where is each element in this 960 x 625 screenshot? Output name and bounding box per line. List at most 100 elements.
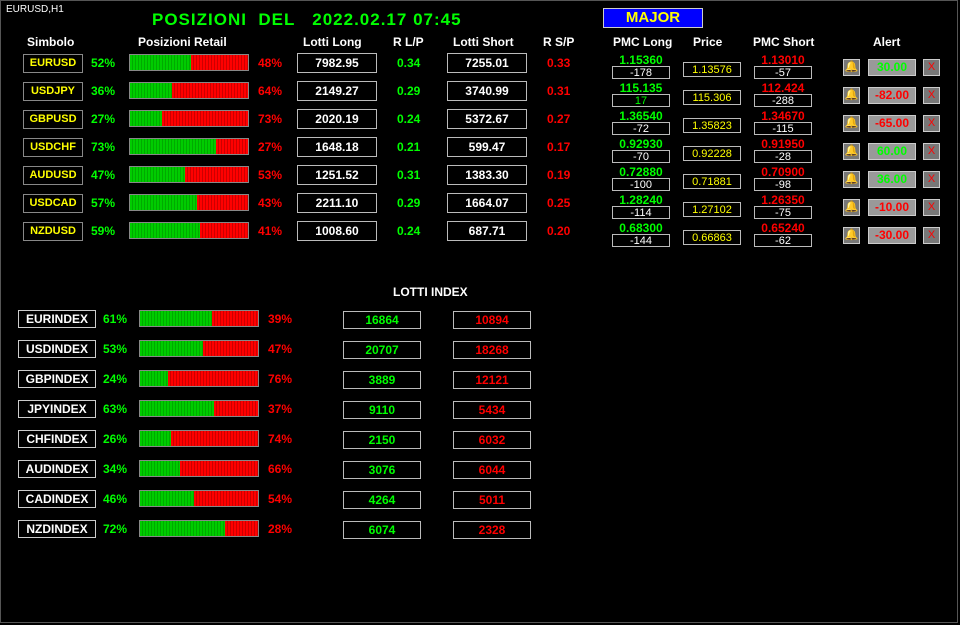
symbol-label: USDCAD <box>23 194 83 213</box>
index-short-percent: 74% <box>268 432 293 446</box>
index-position-bar <box>139 340 259 357</box>
bell-icon[interactable]: 🔔 <box>843 59 860 76</box>
pmc-long-diff: -178 <box>612 66 670 79</box>
short-bar-fill <box>197 195 248 210</box>
long-bar-fill <box>130 139 217 154</box>
lotti-long-value: 1648.18 <box>297 137 377 157</box>
price-value: 0.66863 <box>683 230 741 245</box>
pmc-long-diff: 17 <box>612 94 670 107</box>
symbol-label: USDCHF <box>23 138 83 157</box>
retail-position-bar <box>129 110 249 127</box>
retail-position-bar <box>129 194 249 211</box>
short-percent: 43% <box>258 196 283 210</box>
index-short-lots: 6032 <box>453 431 531 449</box>
bell-icon[interactable]: 🔔 <box>843 199 860 216</box>
index-short-bar-fill <box>211 311 258 326</box>
r-lp-value: 0.31 <box>397 168 421 182</box>
alert-value[interactable]: 36.00 <box>868 171 916 188</box>
major-button[interactable]: MAJOR <box>603 8 703 28</box>
symbol-label: GBPUSD <box>23 110 83 129</box>
index-long-bar-fill <box>140 521 225 536</box>
close-icon[interactable]: X <box>923 87 940 104</box>
long-bar-fill <box>130 223 200 238</box>
alert-value[interactable]: -82.00 <box>868 87 916 104</box>
index-short-lots: 6044 <box>453 461 531 479</box>
pmc-short-diff: -62 <box>754 234 812 247</box>
lotti-short-value: 1383.30 <box>447 165 527 185</box>
lotti-short-value: 7255.01 <box>447 53 527 73</box>
pmc-long-diff: -70 <box>612 150 670 163</box>
close-icon[interactable]: X <box>923 227 940 244</box>
index-long-lots: 6074 <box>343 521 421 539</box>
r-lp-value: 0.21 <box>397 140 421 154</box>
long-percent: 27% <box>91 112 116 126</box>
pmc-short-value: 0.65240 <box>761 221 805 235</box>
alert-value[interactable]: 60.00 <box>868 143 916 160</box>
lotti-long-value: 7982.95 <box>297 53 377 73</box>
lotti-long-value: 2020.19 <box>297 109 377 129</box>
close-icon[interactable]: X <box>923 199 940 216</box>
pmc-long-value: 0.68300 <box>619 221 663 235</box>
bell-icon[interactable]: 🔔 <box>843 227 860 244</box>
header-r-lp: R L/P <box>393 35 424 49</box>
pmc-short-diff: -28 <box>754 150 812 163</box>
symbol-label: USDJPY <box>23 82 83 101</box>
bell-icon[interactable]: 🔔 <box>843 115 860 132</box>
index-long-bar-fill <box>140 371 169 386</box>
index-label: USDINDEX <box>18 340 96 358</box>
bell-icon[interactable]: 🔔 <box>843 87 860 104</box>
close-icon[interactable]: X <box>923 143 940 160</box>
long-percent: 73% <box>91 140 116 154</box>
pmc-long-value: 115.135 <box>619 81 663 95</box>
index-long-percent: 53% <box>103 342 128 356</box>
alert-value[interactable]: -10.00 <box>868 199 916 216</box>
index-long-percent: 46% <box>103 492 128 506</box>
retail-position-bar <box>129 222 249 239</box>
index-long-percent: 24% <box>103 372 128 386</box>
index-short-lots: 18268 <box>453 341 531 359</box>
index-short-percent: 54% <box>268 492 293 506</box>
pmc-short-value: 1.26350 <box>761 193 805 207</box>
index-position-bar <box>139 310 259 327</box>
long-bar-fill <box>130 195 198 210</box>
header-r-sp: R S/P <box>543 35 575 49</box>
index-label: NZDINDEX <box>18 520 96 538</box>
pmc-long-value: 0.92930 <box>619 137 663 151</box>
close-icon[interactable]: X <box>923 171 940 188</box>
index-long-percent: 72% <box>103 522 128 536</box>
index-short-bar-fill <box>168 371 258 386</box>
bell-icon[interactable]: 🔔 <box>843 171 860 188</box>
index-label: AUDINDEX <box>18 460 96 478</box>
alert-value[interactable]: 30.00 <box>868 59 916 76</box>
short-percent: 48% <box>258 56 283 70</box>
short-bar-fill <box>185 167 248 182</box>
bell-icon[interactable]: 🔔 <box>843 143 860 160</box>
index-long-percent: 61% <box>103 312 128 326</box>
symbol-label: EURUSD <box>23 54 83 73</box>
alert-value[interactable]: -65.00 <box>868 115 916 132</box>
alert-value[interactable]: -30.00 <box>868 227 916 244</box>
index-short-percent: 47% <box>268 342 293 356</box>
index-position-bar <box>139 400 259 417</box>
retail-position-bar <box>129 82 249 99</box>
index-short-bar-fill <box>180 461 258 476</box>
close-icon[interactable]: X <box>923 59 940 76</box>
index-short-bar-fill <box>214 401 258 416</box>
index-long-lots: 20707 <box>343 341 421 359</box>
index-label: JPYINDEX <box>18 400 96 418</box>
index-short-lots: 12121 <box>453 371 531 389</box>
index-long-percent: 34% <box>103 462 128 476</box>
r-sp-value: 0.33 <box>547 56 571 70</box>
pmc-short-diff: -288 <box>754 94 812 107</box>
r-sp-value: 0.17 <box>547 140 571 154</box>
lotti-long-value: 1251.52 <box>297 165 377 185</box>
short-bar-fill <box>191 55 248 70</box>
index-long-bar-fill <box>140 461 181 476</box>
index-long-lots: 3889 <box>343 371 421 389</box>
short-bar-fill <box>161 111 248 126</box>
price-value: 1.13576 <box>683 62 741 77</box>
long-bar-fill <box>130 55 192 70</box>
lotti-short-value: 599.47 <box>447 137 527 157</box>
close-icon[interactable]: X <box>923 115 940 132</box>
